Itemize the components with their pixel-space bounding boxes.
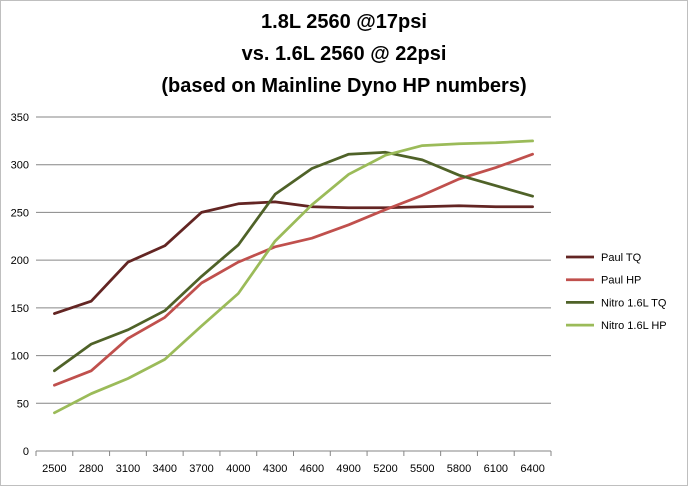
- y-tick-label: 150: [11, 303, 29, 315]
- x-tick-label: 3100: [116, 463, 140, 475]
- legend: Paul TQ Paul HP Nitro 1.6L TQ Nitro 1.6L HP: [566, 252, 667, 332]
- legend-label: Paul HP: [601, 275, 641, 287]
- x-tick-label: 4000: [226, 463, 250, 475]
- series-line-3: [53, 139, 534, 415]
- legend-label: Nitro 1.6L TQ: [601, 297, 667, 309]
- x-tick-label: 5500: [410, 463, 434, 475]
- y-tick-label: 300: [11, 160, 29, 172]
- series-line-2: [53, 150, 534, 373]
- x-tick-label: 4900: [336, 463, 360, 475]
- chart-title-line-3: (based on Mainline Dyno HP numbers): [161, 75, 527, 97]
- legend-label: Paul TQ: [601, 252, 642, 264]
- x-tick-label: 2800: [79, 463, 103, 475]
- gridlines: [36, 116, 551, 404]
- y-tick-label: 350: [11, 112, 29, 124]
- x-tick-label: 5200: [373, 463, 397, 475]
- x-tick-label: 4300: [263, 463, 287, 475]
- y-tick-label: 50: [17, 398, 29, 410]
- y-tick-label: 100: [11, 351, 29, 363]
- chart-title-line-2: vs. 1.6L 2560 @ 22psi: [241, 43, 447, 65]
- y-tick-label: 250: [11, 207, 29, 219]
- y-tick-label: 0: [23, 446, 29, 458]
- y-tick-label: 200: [11, 255, 29, 267]
- x-tick-label: 3700: [189, 463, 213, 475]
- axes: 0 50 100 150 200 250 300 350 2500 2800 3100 3400 370…: [11, 112, 552, 475]
- series-line-0: [53, 200, 534, 315]
- legend-label: Nitro 1.6L HP: [601, 320, 667, 332]
- series-line-1: [53, 152, 534, 387]
- x-tick-label: 6400: [520, 463, 544, 475]
- x-tick-label: 3400: [153, 463, 177, 475]
- chart-title-line-1: 1.8L 2560 @17psi: [261, 11, 427, 33]
- x-tick-label: 5800: [447, 463, 471, 475]
- x-tick-label: 2500: [42, 463, 66, 475]
- x-tick-label: 4600: [300, 463, 324, 475]
- series-lines: [53, 139, 534, 415]
- x-tick-label: 6100: [484, 463, 508, 475]
